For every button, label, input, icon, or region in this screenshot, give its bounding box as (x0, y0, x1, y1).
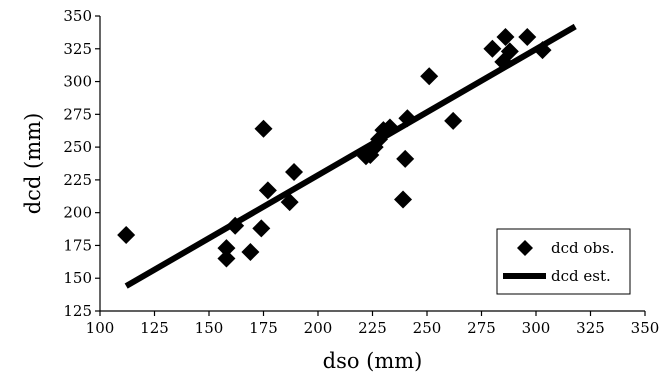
data-point (394, 190, 413, 209)
y-tick-label: 300 (63, 73, 92, 91)
x-tick-label: 125 (140, 319, 169, 337)
x-tick-label: 325 (576, 319, 605, 337)
data-point (396, 149, 415, 168)
data-point (380, 118, 399, 137)
data-point (254, 119, 273, 138)
data-point (241, 243, 260, 261)
data-point (444, 111, 463, 130)
data-point (500, 42, 519, 61)
x-tick-label: 200 (304, 319, 333, 337)
y-axis-title: dcd (mm) (21, 113, 45, 215)
data-point (280, 193, 299, 212)
legend-diamond-icon (517, 240, 533, 256)
data-point (518, 27, 537, 46)
estimate-line (124, 23, 577, 289)
x-tick-label: 100 (86, 319, 115, 337)
y-axis-ticks: 125 150 175 200 225 250 275 300 325 350 (63, 7, 100, 320)
legend-label-observed: dcd obs. (551, 239, 614, 257)
y-tick-label: 125 (63, 302, 92, 320)
estimate-series (124, 23, 577, 289)
x-tick-label: 250 (413, 319, 442, 337)
y-tick-label: 175 (63, 236, 92, 254)
x-tick-label: 350 (631, 319, 660, 337)
x-tick-label: 175 (249, 319, 278, 337)
x-tick-label: 300 (522, 319, 551, 337)
x-axis-title: dso (mm) (323, 349, 423, 373)
data-point (252, 219, 271, 238)
legend-box (496, 228, 631, 295)
data-point (258, 181, 277, 200)
data-point (217, 249, 236, 268)
data-point (285, 163, 304, 182)
y-tick-label: 350 (63, 7, 92, 25)
y-tick-label: 200 (63, 204, 92, 222)
data-point (420, 67, 439, 86)
data-point (117, 225, 136, 244)
y-tick-label: 150 (63, 269, 92, 287)
y-tick-label: 250 (63, 138, 92, 156)
y-tick-label: 225 (63, 171, 92, 189)
x-tick-label: 150 (195, 319, 224, 337)
data-point (226, 216, 245, 235)
x-tick-label: 225 (358, 319, 387, 337)
data-point (533, 41, 552, 60)
data-point (398, 109, 417, 128)
y-tick-label: 325 (63, 40, 92, 58)
y-tick-label: 275 (63, 105, 92, 123)
data-point (496, 27, 515, 46)
x-axis-ticks: 100 125 150 175 200 225 250 275 300 325 350 (86, 311, 660, 337)
data-point (483, 39, 502, 58)
legend-label-estimate: dcd est. (551, 267, 611, 285)
observed-series (117, 27, 552, 268)
x-tick-label: 275 (467, 319, 496, 337)
data-point (217, 239, 236, 258)
legend: dcd obs. dcd est. (496, 228, 631, 295)
